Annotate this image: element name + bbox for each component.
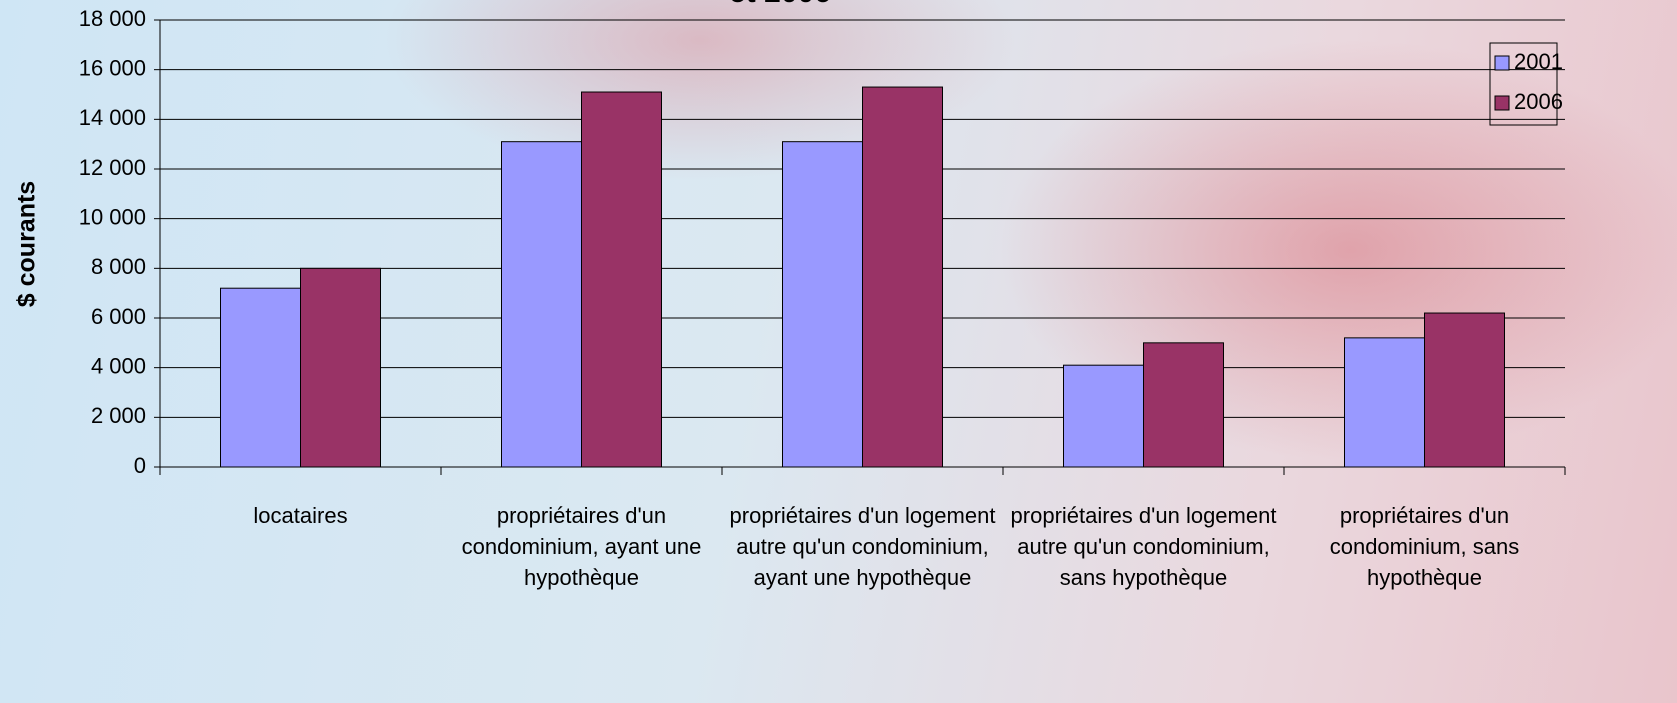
y-tick-label: 18 000 [79, 6, 146, 31]
x-tick-label: propriétaires d'un logement autre qu'un … [729, 503, 996, 590]
x-tick-label: propriétaires d'un condominium, ayant un… [461, 503, 702, 590]
x-tick-label: propriétaires d'un logement autre qu'un … [1010, 503, 1277, 590]
bar [220, 287, 301, 468]
bar [501, 141, 582, 468]
y-tick-label: 4 000 [91, 353, 146, 378]
bar [782, 141, 863, 468]
y-tick-label: 10 000 [79, 204, 146, 229]
y-tick-label: 6 000 [91, 304, 146, 329]
y-tick-label: 16 000 [79, 55, 146, 80]
legend-swatch [1494, 55, 1510, 71]
bar [1143, 342, 1224, 468]
bar [1063, 364, 1144, 468]
bar [581, 91, 662, 468]
legend-label: 2001 [1514, 49, 1563, 74]
legend-label: 2006 [1514, 89, 1563, 114]
y-tick-label: 14 000 [79, 105, 146, 130]
y-tick-label: 12 000 [79, 155, 146, 180]
bar [1424, 312, 1505, 468]
y-axis-label: $ courants [13, 181, 41, 307]
y-tick-label: 0 [134, 453, 146, 478]
y-tick-label: 8 000 [91, 254, 146, 279]
chart-title: et 2006 [729, 0, 831, 9]
bar [1344, 337, 1425, 468]
legend-box [1489, 42, 1558, 126]
y-tick-label: 2 000 [91, 403, 146, 428]
bar [300, 267, 381, 468]
x-tick-label: locataires [253, 503, 348, 528]
legend-swatch [1494, 95, 1510, 111]
x-tick-label: propriétaires d'un condominium, sans hyp… [1329, 503, 1520, 590]
bar [862, 86, 943, 468]
